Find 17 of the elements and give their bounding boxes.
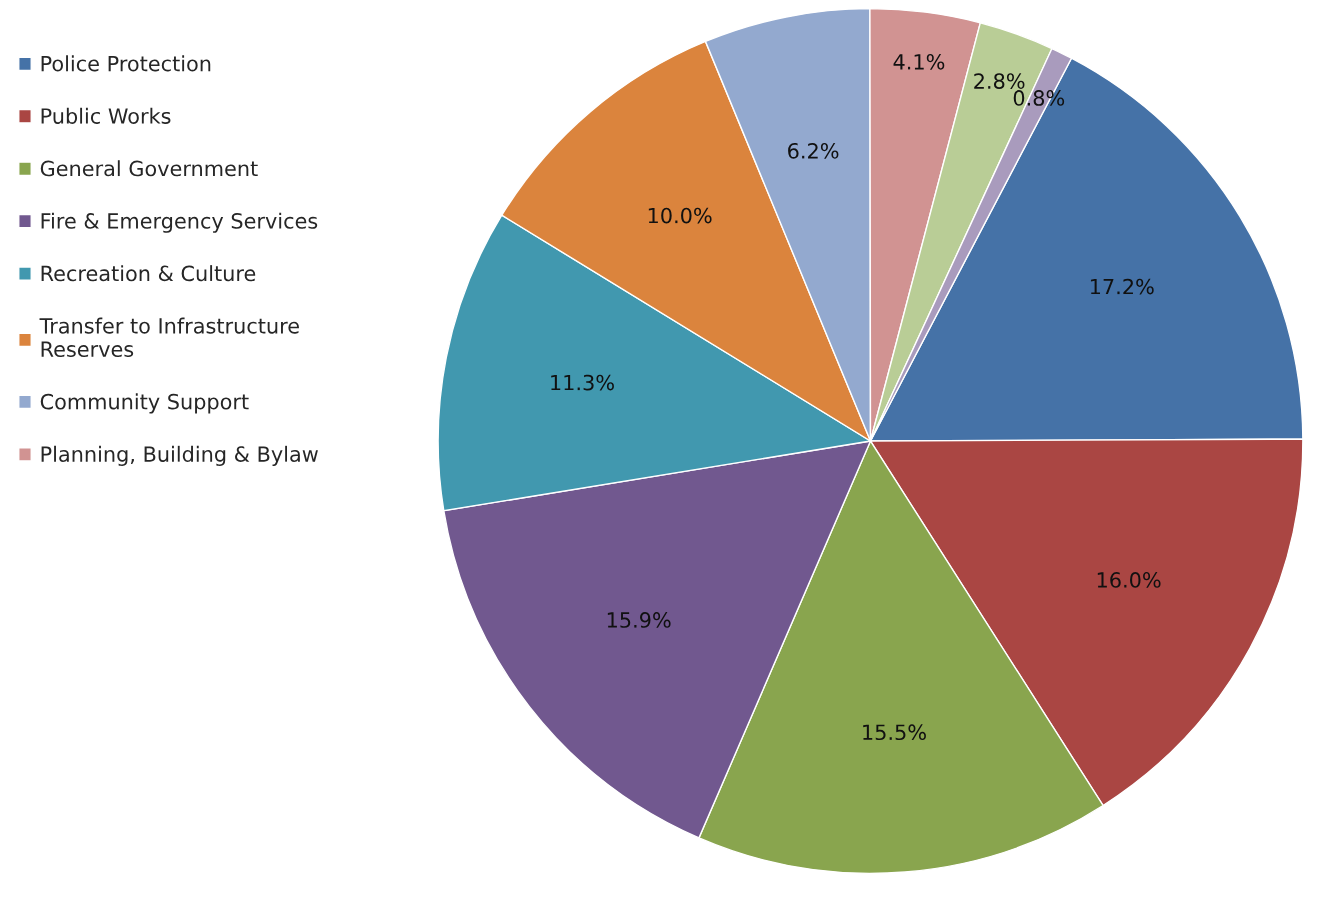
data-label: 4.1% [893, 53, 945, 70]
data-label: 17.2% [1090, 278, 1154, 295]
data-label: 11.3% [551, 374, 614, 391]
data-label: 15.9% [607, 612, 671, 628]
legend-label: General Government [40, 160, 258, 177]
legend-label: Community Support [40, 393, 249, 414]
data-label: 2.8% [974, 73, 1025, 89]
data-label: 16.0% [1097, 572, 1161, 588]
legend-label: Recreation & Culture [41, 265, 256, 282]
legend-label: Public Works [41, 107, 171, 124]
data-label: 15.5% [863, 724, 926, 741]
legend-label: Planning, Building & Bylaw [41, 445, 318, 466]
data-label: 6.2% [788, 142, 839, 159]
data-label: 10.0% [648, 207, 712, 224]
legend-label: Transfer to Infrastructure Reserves [39, 317, 299, 358]
legend-label: Fire & Emergency Services [41, 212, 318, 233]
legend-label: Police Protection [41, 55, 211, 72]
